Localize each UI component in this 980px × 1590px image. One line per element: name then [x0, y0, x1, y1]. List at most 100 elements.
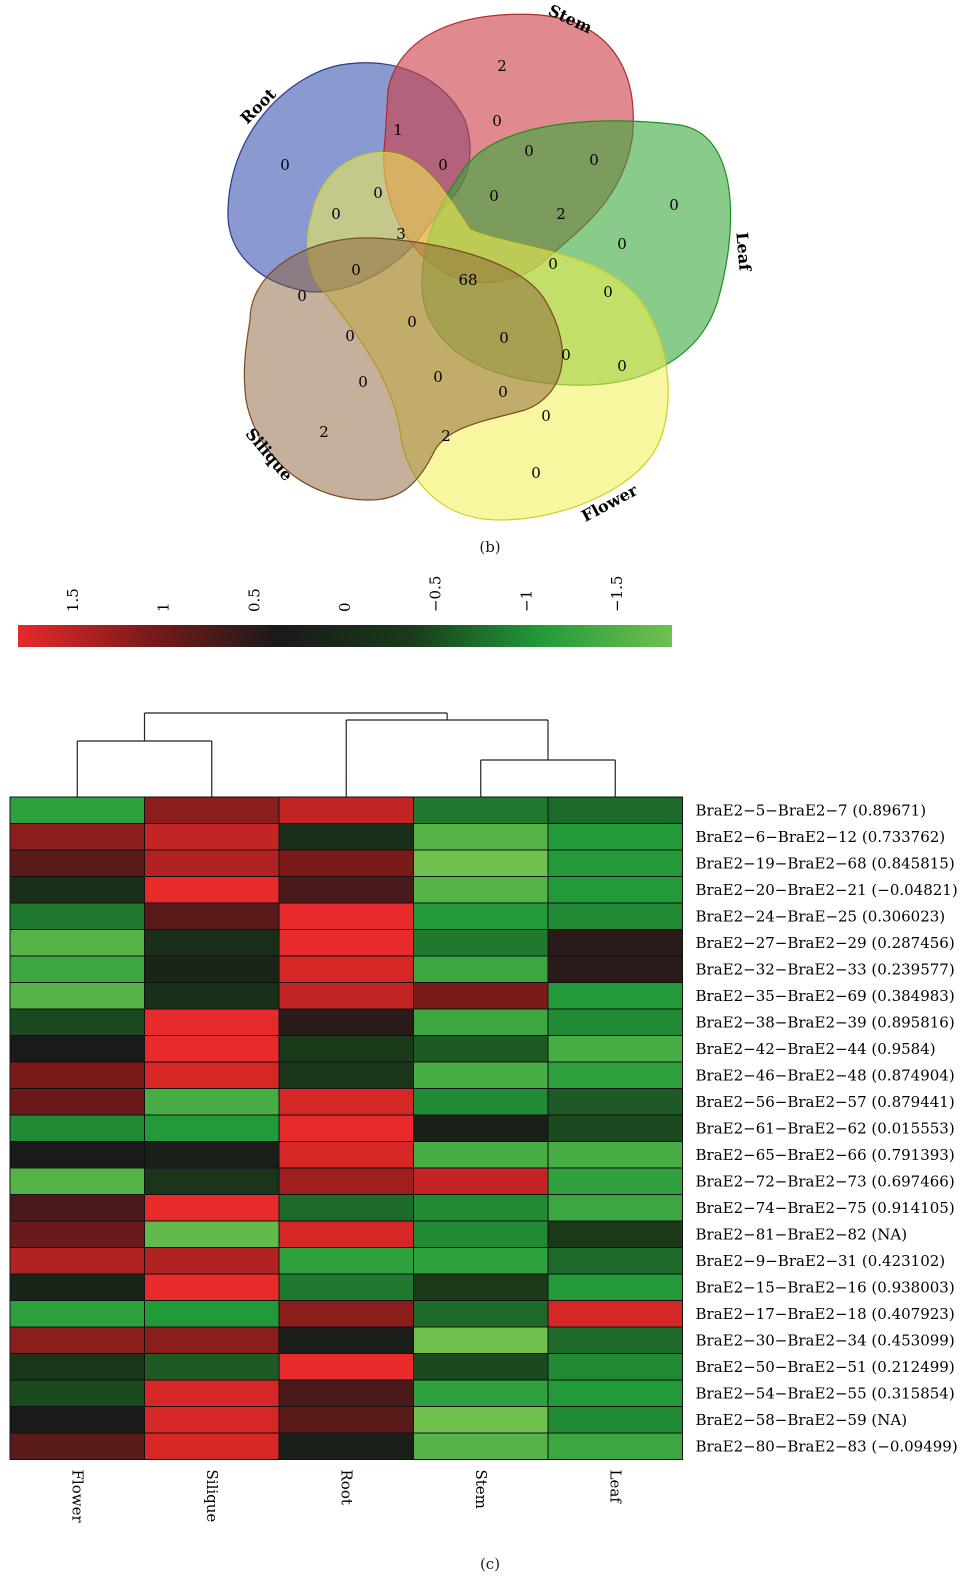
venn-region-count: 0	[297, 287, 307, 305]
heatmap-cell	[144, 955, 280, 983]
heatmap-cell	[278, 1406, 414, 1434]
heatmap-cell	[547, 1353, 683, 1381]
color-scale-tick-label: 0	[336, 602, 354, 612]
heatmap-cell	[9, 1008, 145, 1036]
heatmap-cell	[547, 1061, 683, 1089]
heatmap-cell	[547, 1379, 683, 1407]
heatmap-cell	[413, 1167, 549, 1195]
venn-region-count: 0	[603, 283, 613, 301]
venn-region-count: 0	[489, 187, 499, 205]
heatmap-cell	[278, 1194, 414, 1222]
heatmap-cell	[9, 1035, 145, 1063]
venn-region-count: 0	[331, 205, 341, 223]
heatmap-cell	[9, 929, 145, 957]
heatmap-cell	[9, 902, 145, 930]
venn-region-count: 0	[492, 112, 502, 130]
heatmap-row-label: BraE2−30−BraE2−34 (0.453099)	[696, 1331, 955, 1349]
heatmap-row-label: BraE2−54−BraE2−55 (0.315854)	[696, 1384, 955, 1402]
heatmap-cell	[278, 1088, 414, 1116]
venn-set-silique	[243, 237, 564, 501]
heatmap-cell	[413, 849, 549, 877]
heatmap-cell	[547, 1035, 683, 1063]
heatmap-cell	[144, 1008, 280, 1036]
heatmap-cell	[278, 1353, 414, 1381]
heatmap-cell	[9, 1300, 145, 1328]
heatmap-cell	[144, 982, 280, 1010]
heatmap-cell	[547, 1220, 683, 1248]
heatmap-cell	[9, 1432, 145, 1460]
heatmap-cell	[413, 796, 549, 824]
heatmap-cell	[144, 1247, 280, 1275]
heatmap-cell	[278, 1432, 414, 1460]
venn-region-count: 0	[524, 142, 534, 160]
heatmap-cell	[413, 1353, 549, 1381]
heatmap-cell	[547, 955, 683, 983]
heatmap-cell	[9, 1273, 145, 1301]
venn-region-count: 0	[548, 255, 558, 273]
heatmap-cell	[144, 796, 280, 824]
heatmap-cell	[278, 796, 414, 824]
heatmap-cell	[547, 902, 683, 930]
venn-region-count: 0	[669, 196, 679, 214]
heatmap-cell	[413, 955, 549, 983]
venn-region-count: 0	[561, 346, 571, 364]
heatmap-cell	[9, 849, 145, 877]
venn-region-count: 0	[438, 156, 448, 174]
heatmap-cell	[278, 955, 414, 983]
heatmap-cell	[413, 1432, 549, 1460]
heatmap-cell	[547, 982, 683, 1010]
heatmap-row-label: BraE2−74−BraE2−75 (0.914105)	[696, 1199, 955, 1217]
heatmap-cell	[9, 1194, 145, 1222]
heatmap-cell	[9, 1141, 145, 1169]
heatmap-cell	[278, 1035, 414, 1063]
heatmap-row-label: BraE2−46−BraE2−48 (0.874904)	[696, 1066, 955, 1084]
heatmap-column-label: Flower	[68, 1470, 86, 1524]
heatmap-cell	[278, 849, 414, 877]
heatmap-cell	[278, 1167, 414, 1195]
heatmap-cell	[144, 1035, 280, 1063]
heatmap-row-label: BraE2−17−BraE2−18 (0.407923)	[696, 1305, 955, 1323]
venn-region-count: 0	[407, 313, 417, 331]
heatmap-cell	[144, 1088, 280, 1116]
venn-region-count: 2	[441, 427, 451, 445]
heatmap-cell	[278, 1326, 414, 1354]
panel-b-label: (b)	[479, 538, 501, 556]
heatmap-cell	[413, 1194, 549, 1222]
heatmap-cell	[9, 796, 145, 824]
heatmap-cell	[413, 1247, 549, 1275]
heatmap-cell	[547, 876, 683, 904]
venn-region-count: 0	[358, 373, 368, 391]
venn-region-count: 0	[499, 329, 509, 347]
column-labels: Flower Silique Root Stem Leaf	[68, 1470, 624, 1524]
color-scale-tick-label: −1	[517, 590, 535, 612]
heatmap-cell	[547, 1088, 683, 1116]
heatmap-cell	[413, 1406, 549, 1434]
heatmap-cell	[144, 1220, 280, 1248]
heatmap-cell	[9, 1379, 145, 1407]
heatmap-row-label: BraE2−81−BraE2−82 (NA)	[696, 1225, 908, 1243]
heatmap-row-label: BraE2−32−BraE2−33 (0.239577)	[696, 960, 955, 978]
heatmap-cell	[547, 1008, 683, 1036]
heatmap-row-label: BraE2−15−BraE2−16 (0.938003)	[696, 1278, 955, 1296]
color-scale-tick-label: 1	[155, 602, 173, 612]
heatmap-row-label: BraE2−80−BraE2−83 (−0.09499)	[696, 1437, 958, 1455]
panel-c-label: (c)	[479, 1555, 501, 1573]
heatmap-cell	[9, 1167, 145, 1195]
venn-region-count: 2	[319, 423, 329, 441]
heatmap-row-label: BraE2−56−BraE2−57 (0.879441)	[696, 1093, 955, 1111]
heatmap-cell	[547, 1141, 683, 1169]
heatmap-cell	[278, 982, 414, 1010]
heatmap-cell	[547, 823, 683, 851]
heatmap-cell	[413, 823, 549, 851]
color-scale-bar	[18, 625, 672, 647]
heatmap-cell	[547, 1114, 683, 1142]
heatmap-cell	[547, 849, 683, 877]
heatmap-cell	[278, 1247, 414, 1275]
color-scale-tick-label: −1.5	[608, 576, 626, 612]
heatmap-cell	[413, 1326, 549, 1354]
heatmap-cell	[9, 876, 145, 904]
heatmap-cell	[413, 1114, 549, 1142]
heatmap-cell	[9, 823, 145, 851]
heatmap-row-label: BraE2−72−BraE2−73 (0.697466)	[696, 1172, 955, 1190]
heatmap-row-label: BraE2−61−BraE2−62 (0.015553)	[696, 1119, 955, 1137]
